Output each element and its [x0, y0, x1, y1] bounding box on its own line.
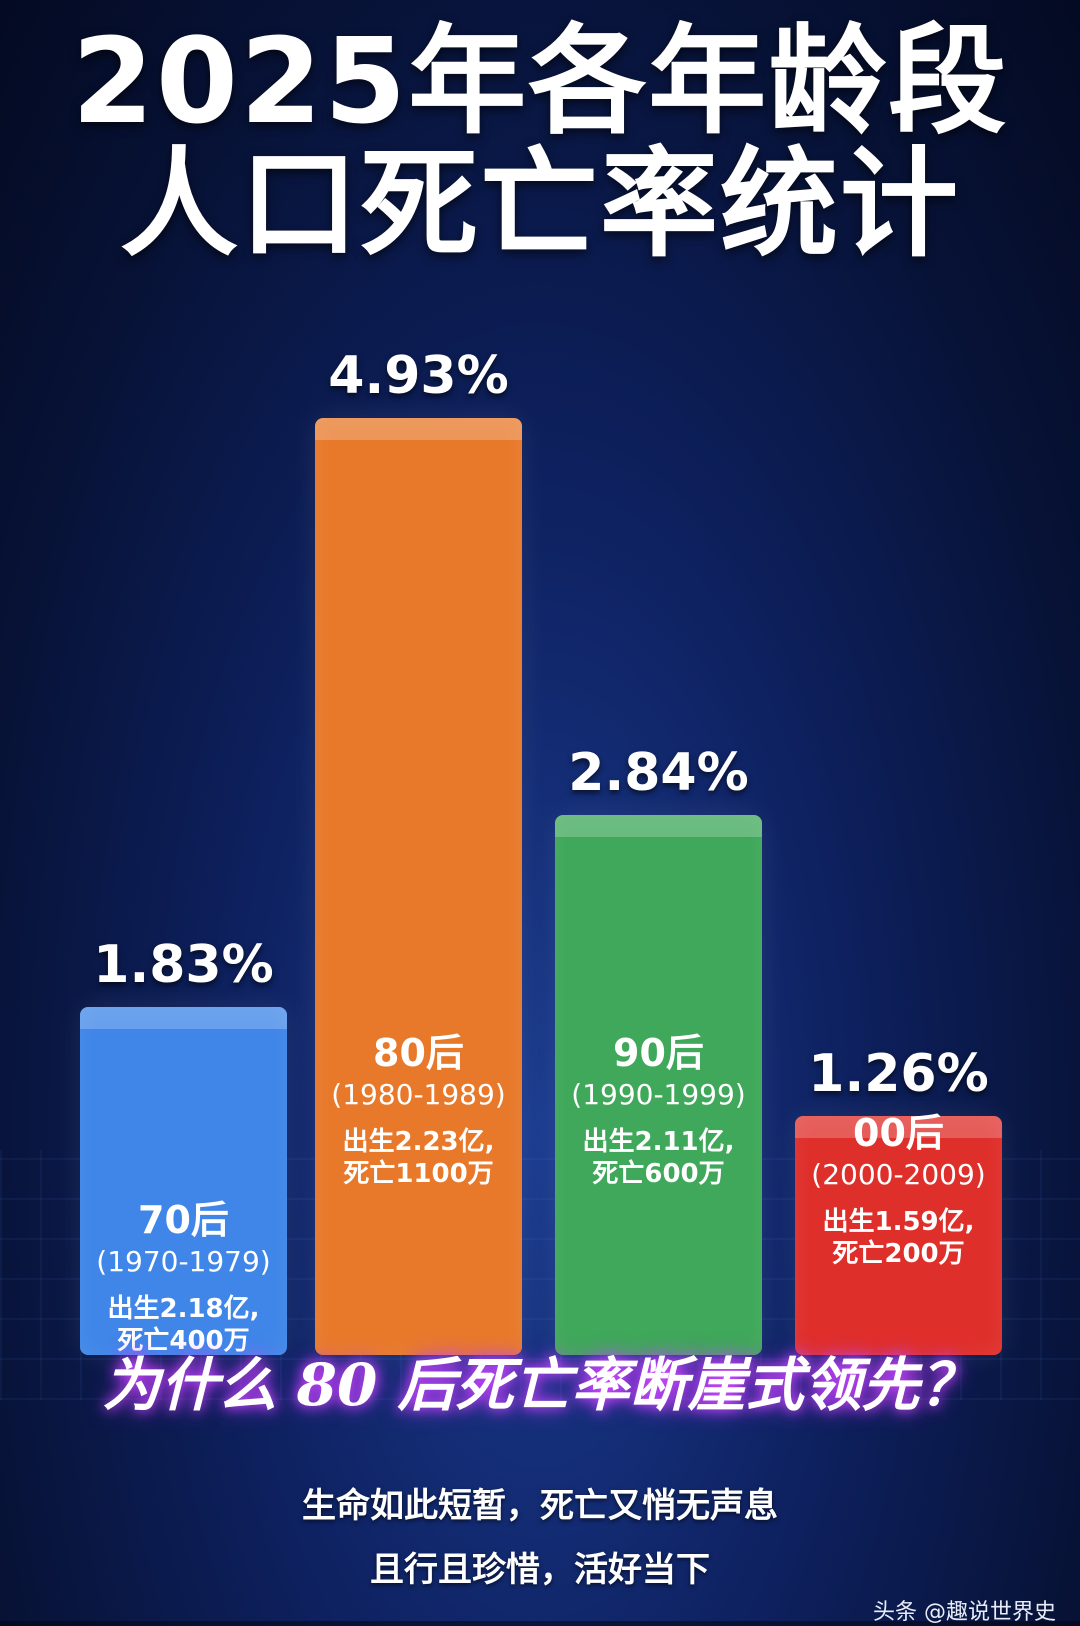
- generation-label: 00后: [853, 1111, 944, 1155]
- deaths-label: 死亡1100万: [343, 1159, 494, 1189]
- bar-label-0: 70后 (1970-1979) 出生2.18亿, 死亡400万: [80, 1197, 287, 1357]
- watermark: 头条 @趣说世界史: [873, 1600, 1056, 1625]
- deaths-label: 死亡600万: [592, 1159, 725, 1189]
- year-range-label: (1980-1989): [331, 1078, 506, 1111]
- year-range-label: (1990-1999): [571, 1078, 746, 1111]
- bar-0: [80, 1007, 287, 1355]
- births-label: 出生2.23亿,: [342, 1127, 495, 1157]
- page-title-line-2: 人口死亡率统计: [119, 135, 960, 273]
- bar-value-label-1: 4.93%: [328, 346, 509, 407]
- bar-1: [315, 418, 522, 1355]
- deaths-label: 死亡200万: [832, 1239, 965, 1269]
- generation-label: 70后: [138, 1198, 229, 1243]
- bar-label-3: 00后 (2000-2009) 出生1.59亿, 死亡200万: [795, 1110, 1002, 1270]
- generation-label: 90后: [613, 1031, 704, 1075]
- deaths-label: 死亡400万: [117, 1326, 250, 1357]
- bar-value-label-3: 1.26%: [808, 1043, 989, 1104]
- bar-value-label-2: 2.84%: [568, 743, 749, 804]
- year-range-label: (2000-2009): [811, 1158, 986, 1191]
- question-headline: 为什么 80 后死亡率断崖式领先？: [102, 1351, 978, 1419]
- bar-2: [555, 815, 762, 1355]
- subtitle-line-2: 且行且珍惜，活好当下: [370, 1550, 710, 1590]
- bar-label-1: 80后 (1980-1989) 出生2.23亿, 死亡1100万: [315, 1030, 522, 1190]
- births-label: 出生2.18亿,: [107, 1294, 260, 1325]
- bar-value-label-0: 1.83%: [93, 935, 274, 996]
- generation-label: 80后: [373, 1031, 464, 1075]
- births-label: 出生2.11亿,: [582, 1127, 735, 1157]
- births-label: 出生1.59亿,: [822, 1207, 975, 1237]
- page-title-line-1: 2025年各年龄段: [71, 12, 1009, 150]
- bar-3: [795, 1115, 1002, 1355]
- bar-label-2: 90后 (1990-1999) 出生2.11亿, 死亡600万: [555, 1030, 762, 1190]
- year-range-label: (1970-1979): [96, 1245, 271, 1279]
- subtitle-line-1: 生命如此短暂，死亡又悄无声息: [302, 1486, 778, 1526]
